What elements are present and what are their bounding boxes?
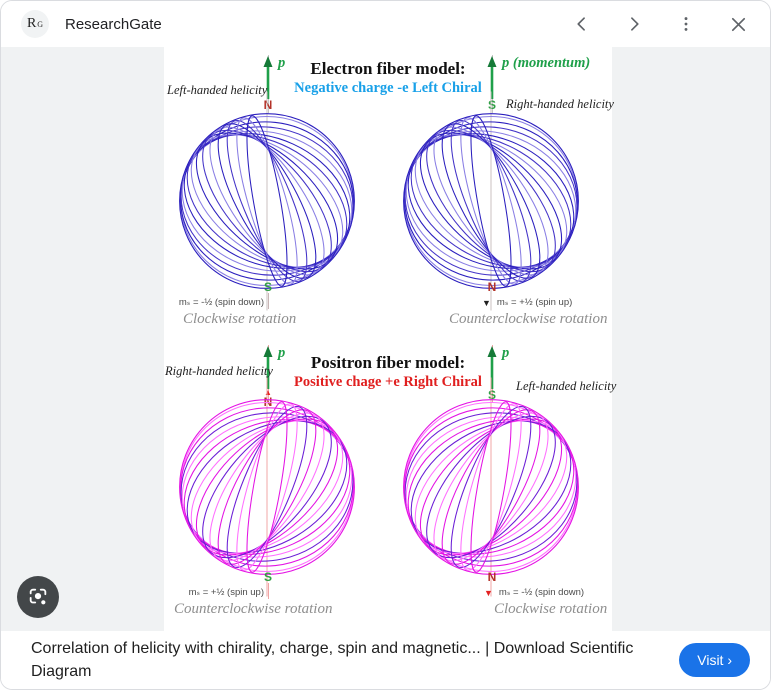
chevron-left-icon	[577, 17, 585, 31]
lens-camera-icon	[29, 588, 47, 605]
rotation-caption: Counterclockwise rotation	[174, 601, 333, 617]
spin-text: mₛ = -½ (spin down)	[178, 297, 264, 308]
positron-right-diagram: p Left-handed helicity S N ▼ mₛ = -½ (sp…	[388, 337, 616, 631]
spin-text: mₛ = +½ (spin up)	[188, 587, 264, 598]
result-footer: Correlation of helicity with chirality, …	[1, 631, 770, 689]
south-pole-label: S	[487, 388, 497, 402]
north-pole-label: N	[487, 280, 497, 294]
close-icon	[731, 17, 745, 31]
electron-model-heading: Electron fiber model: Negative charge -e…	[164, 59, 612, 97]
momentum-arrow-icon	[263, 346, 273, 389]
fiber-sphere-drawing	[403, 377, 579, 597]
axis-tick	[268, 583, 269, 599]
momentum-arrow-icon	[487, 346, 497, 389]
fiber-sphere-drawing	[179, 377, 355, 597]
momentum-label: p	[502, 345, 510, 361]
previous-image-button[interactable]	[570, 12, 594, 36]
image-viewport: Electron fiber model: Negative charge -e…	[1, 47, 770, 631]
south-pole-label: S	[263, 570, 273, 584]
spin-label: ▼ mₛ = -½ (spin down)	[484, 587, 584, 598]
north-pole-label: N	[263, 98, 273, 112]
spin-label: mₛ = -½ (spin down)	[164, 297, 264, 308]
down-arrow-icon: ▼	[484, 587, 493, 598]
north-pole-label: N	[487, 570, 497, 584]
helicity-label: Right-handed helicity	[165, 364, 273, 378]
helicity-label: Left-handed helicity	[167, 83, 268, 97]
momentum-arrow-icon	[487, 56, 497, 99]
three-dot-menu-icon	[684, 17, 688, 31]
logo-superscript: G	[37, 19, 44, 29]
google-lens-button[interactable]	[17, 576, 59, 618]
down-arrow-icon: ▼	[482, 297, 491, 308]
momentum-label: p (momentum)	[502, 55, 591, 71]
rotation-caption: Clockwise rotation	[183, 311, 297, 327]
more-options-button[interactable]	[674, 12, 698, 36]
rotation-caption: Counterclockwise rotation	[449, 311, 608, 327]
positron-title: Positron fiber model:	[310, 353, 466, 372]
result-image[interactable]: Electron fiber model: Negative charge -e…	[164, 47, 616, 631]
south-pole-label: S	[263, 280, 273, 294]
next-image-button[interactable]	[622, 12, 646, 36]
rotation-caption: Clockwise rotation	[494, 601, 608, 617]
positron-model-heading: Positron fiber model: Positive chage +e …	[164, 353, 612, 391]
chevron-right-icon	[631, 17, 639, 31]
close-button[interactable]	[726, 12, 750, 36]
spin-text: mₛ = +½ (spin up)	[496, 297, 573, 308]
electron-right-diagram: p (momentum) Right-handed helicity S N ▼…	[388, 47, 614, 341]
source-name[interactable]: ResearchGate	[65, 15, 162, 33]
south-pole-label: S	[487, 98, 497, 112]
momentum-label: p	[278, 55, 286, 71]
axis-tick	[268, 293, 269, 309]
logo-letter: R	[26, 16, 37, 31]
fiber-sphere-drawing	[403, 91, 579, 311]
spin-text: mₛ = -½ (spin down)	[498, 587, 585, 598]
positron-subtitle: Positive chage +e Right Chiral	[294, 374, 482, 390]
spin-label: ▼ mₛ = +½ (spin up)	[482, 297, 572, 308]
electron-title: Electron fiber model:	[310, 59, 466, 78]
fiber-sphere-drawing	[179, 91, 355, 311]
up-arrow-icon: ▲	[264, 388, 272, 397]
positron-left-diagram: p Right-handed helicity ▲ N S mₛ = +½ (s…	[164, 337, 388, 631]
helicity-label: Right-handed helicity	[506, 97, 614, 111]
result-title-link[interactable]: Correlation of helicity with chirality, …	[31, 639, 634, 680]
electron-subtitle: Negative charge -e Left Chiral	[294, 80, 482, 96]
helicity-label: Left-handed helicity	[516, 379, 617, 393]
momentum-label: p	[278, 345, 286, 361]
visit-button[interactable]: Visit ›	[679, 643, 750, 677]
momentum-arrow-icon	[263, 56, 273, 99]
electron-left-diagram: p Left-handed helicity N S mₛ = -½ (spin…	[164, 47, 388, 341]
spin-label: mₛ = +½ (spin up)	[164, 587, 264, 598]
